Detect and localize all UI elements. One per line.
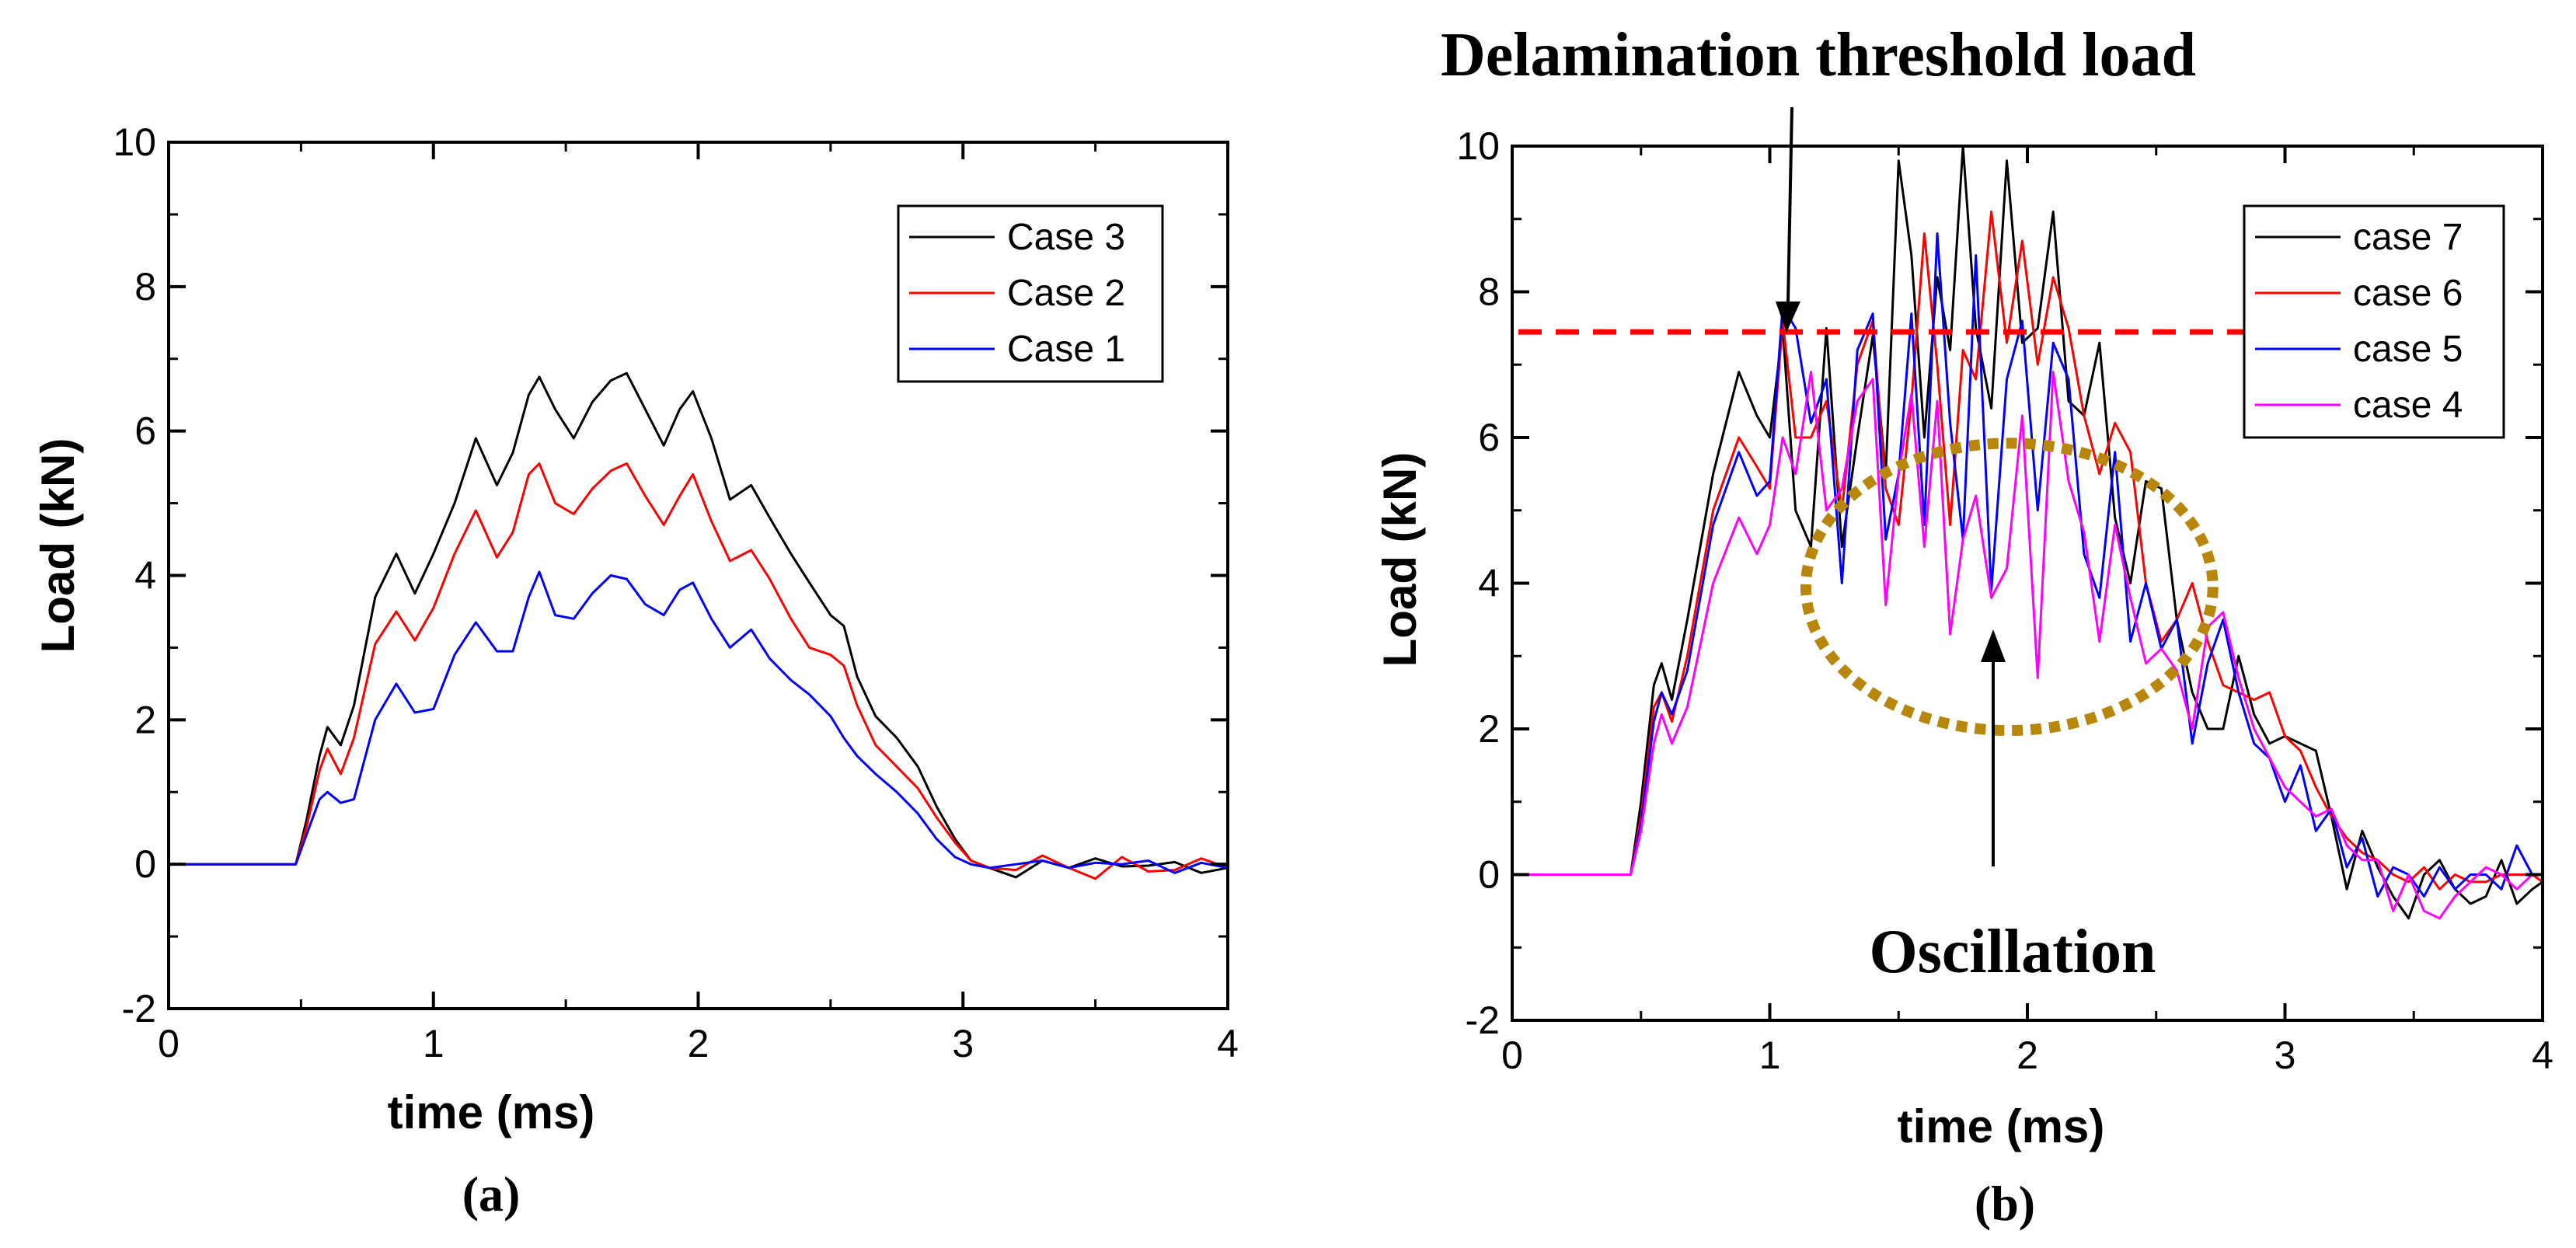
legend-label: Case 3 (1007, 217, 1125, 258)
x-tick-label: 0 (1501, 1034, 1523, 1077)
y-tick-label: 0 (134, 842, 156, 886)
x-tick-label: 4 (2532, 1034, 2553, 1077)
legend-label: case 4 (2353, 385, 2463, 426)
y-tick-label: 2 (1478, 707, 1500, 751)
panel-label: (a) (462, 1166, 521, 1222)
y-tick-label: 10 (1456, 124, 1500, 168)
oscillation-circle (1800, 437, 2219, 736)
x-tick-label: 3 (2274, 1034, 2296, 1077)
legend-box (2243, 204, 2505, 439)
y-tick-label: -2 (1466, 999, 1500, 1042)
oscillation-arrow-head (1981, 629, 2006, 662)
legend-label: case 5 (2353, 329, 2463, 370)
delamination-threshold-label: Delamination threshold load (1441, 21, 2196, 89)
threshold-arrow-head (1776, 302, 1800, 333)
series-line-case-2 (169, 462, 1229, 880)
y-tick-label: 10 (113, 120, 156, 164)
legend-label: case 7 (2353, 217, 2463, 258)
x-tick-label: 1 (1759, 1034, 1781, 1077)
y-tick-label: 8 (134, 265, 156, 309)
oscillation-label: Oscillation (1870, 918, 2156, 986)
series-line-case-3 (169, 371, 1229, 879)
legend-label: Case 2 (1007, 273, 1125, 314)
y-tick-label: 0 (1478, 853, 1500, 897)
y-tick-label: 2 (134, 698, 156, 741)
threshold-arrow-shaft (1786, 106, 1793, 302)
y-tick-label: 4 (134, 554, 156, 598)
legend-label: Case 1 (1007, 329, 1125, 370)
x-axis-label: time (ms) (388, 1086, 595, 1138)
series-line-case-6 (1512, 210, 2543, 891)
y-axis-label: Load (kN) (1374, 452, 1426, 668)
series-line-case-1 (169, 570, 1229, 874)
series-line-case-4 (1512, 371, 2543, 920)
y-tick-label: 6 (1478, 416, 1500, 459)
legend-label: case 6 (2353, 273, 2463, 314)
y-axis-label: Load (kN) (32, 438, 84, 654)
x-tick-label: 3 (952, 1022, 974, 1065)
x-tick-label: 2 (2017, 1034, 2038, 1077)
y-tick-label: -2 (122, 987, 156, 1030)
x-tick-label: 0 (158, 1022, 180, 1065)
x-axis-label: time (ms) (1898, 1100, 2105, 1152)
y-tick-label: 6 (134, 410, 156, 453)
x-tick-label: 2 (688, 1022, 709, 1065)
x-tick-label: 1 (423, 1022, 444, 1065)
y-tick-label: 4 (1478, 562, 1500, 605)
y-tick-label: 8 (1478, 270, 1500, 314)
x-tick-label: 4 (1217, 1022, 1239, 1065)
panel-label: (b) (1975, 1176, 2035, 1231)
